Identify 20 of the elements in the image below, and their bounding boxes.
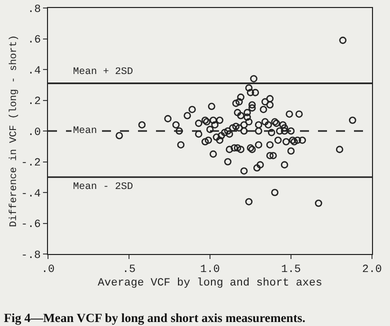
x-tick-label: .0: [41, 264, 55, 276]
y-axis-title: Difference in VCF (long - short): [8, 34, 20, 228]
y-tick-label: .6: [28, 34, 41, 47]
x-tick-label: .5: [122, 264, 136, 276]
y-tick-label: .0: [28, 126, 41, 139]
y-tick-label: -.2: [20, 158, 41, 170]
x-tick-label: 1.5: [281, 264, 301, 276]
text: Fig 4—Mean VCF by long and short axis measurements.: [4, 311, 306, 326]
ref-line-label: Mean: [73, 126, 98, 137]
y-tick-label: -.4: [20, 188, 42, 200]
ref-line-label: Mean - 2SD: [73, 182, 134, 193]
y-tick-label: .2: [28, 96, 41, 108]
x-axis-title: Average VCF by long and short axes: [98, 277, 322, 290]
y-tick-label: -.6: [20, 219, 41, 232]
y-tick-label: .8: [28, 4, 41, 16]
y-tick-label: .4: [28, 65, 42, 78]
ref-line-label: Mean + 2SD: [73, 67, 134, 78]
y-tick-label: -.8: [20, 250, 41, 262]
x-tick-label: 2.0: [362, 264, 382, 276]
x-tick-label: 1.0: [200, 264, 220, 276]
